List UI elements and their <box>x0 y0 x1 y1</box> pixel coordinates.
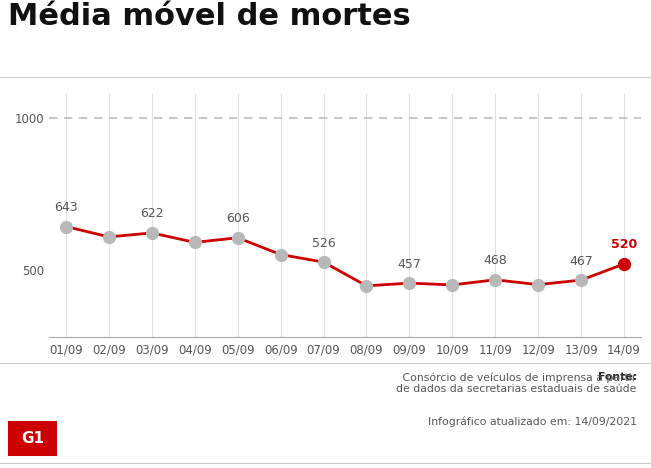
Text: Consórcio de veículos de imprensa a partir
de dados da secretarias estaduais de : Consórcio de veículos de imprensa a part… <box>372 372 637 394</box>
Text: Média móvel de mortes: Média móvel de mortes <box>8 2 411 31</box>
Text: G1: G1 <box>21 431 44 446</box>
Text: 520: 520 <box>611 239 637 251</box>
Text: 526: 526 <box>312 237 335 249</box>
Text: 622: 622 <box>140 207 163 220</box>
Text: 643: 643 <box>54 201 78 214</box>
Text: Infográfico atualizado em: 14/09/2021: Infográfico atualizado em: 14/09/2021 <box>428 417 637 427</box>
Text: 468: 468 <box>484 254 507 267</box>
Text: Fonte:: Fonte: <box>598 372 637 382</box>
Text: 467: 467 <box>569 255 593 268</box>
Text: 606: 606 <box>226 212 249 225</box>
Text: 457: 457 <box>398 257 421 271</box>
